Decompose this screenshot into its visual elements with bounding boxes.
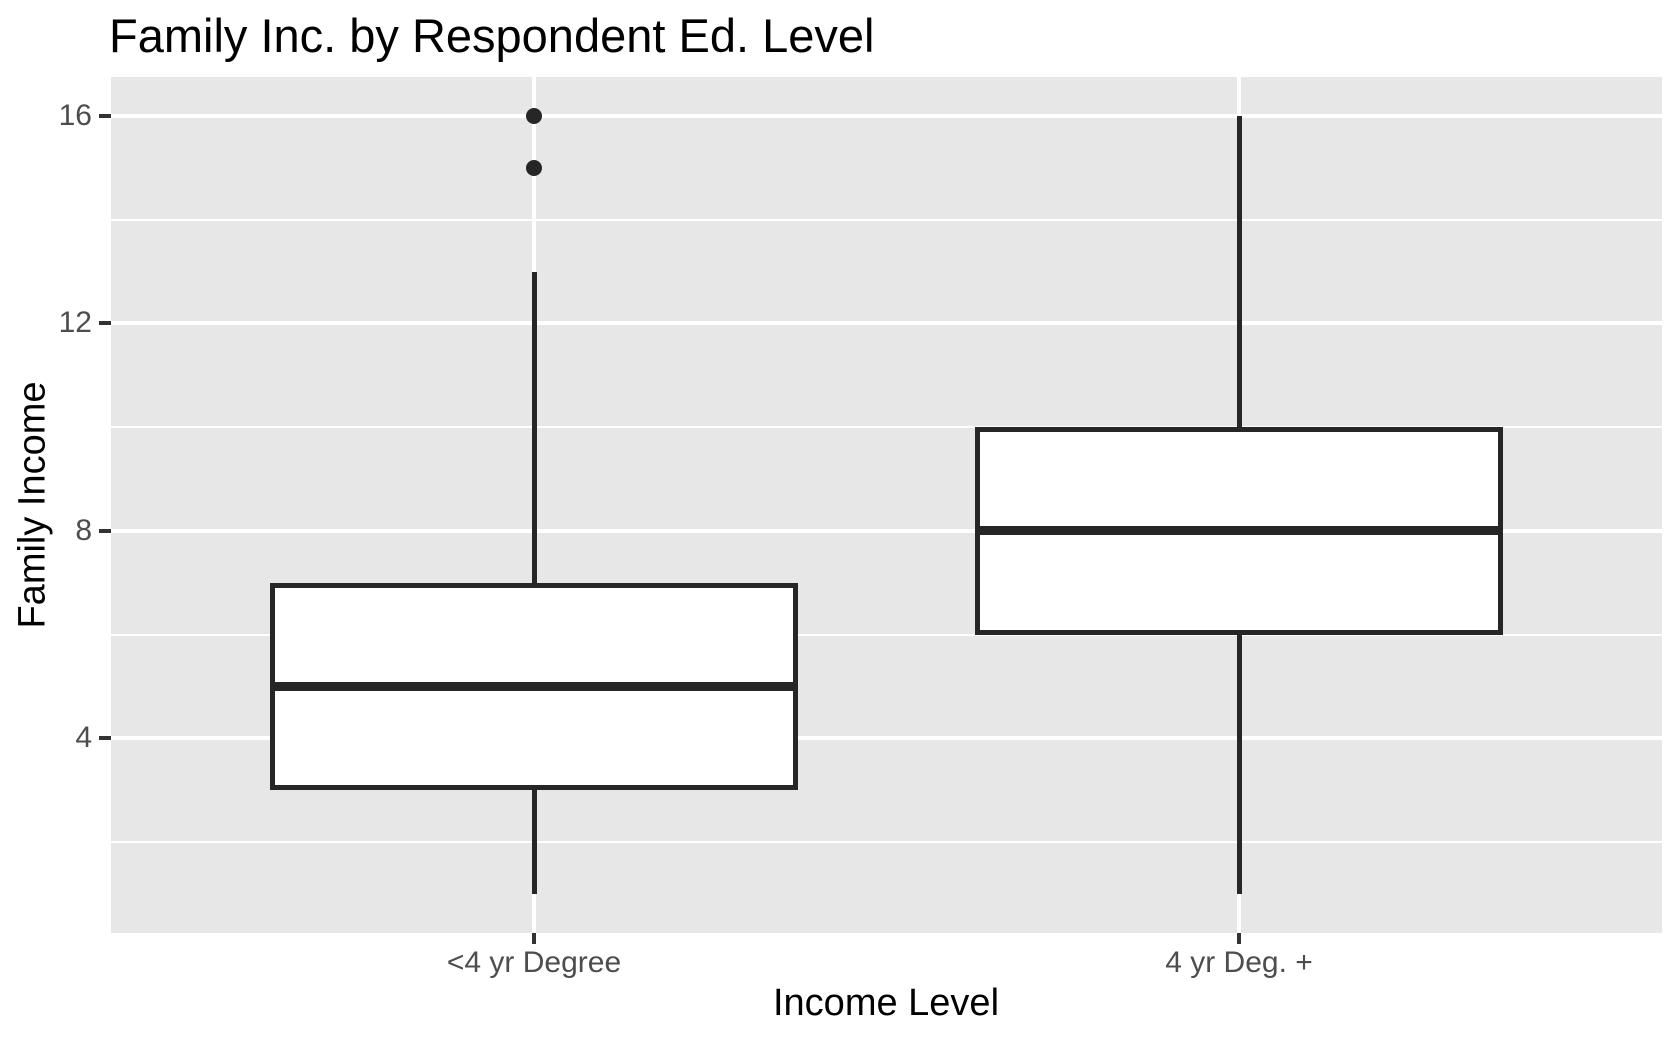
outlier-point <box>526 107 542 124</box>
whisker-upper <box>1236 115 1242 428</box>
y-axis-title: Family Income <box>11 381 54 629</box>
y-tick-mark <box>99 321 111 326</box>
x-tick-mark <box>1237 933 1241 944</box>
x-tick-mark <box>532 933 536 944</box>
y-tick-label: 12 <box>58 306 92 340</box>
gridline-major <box>111 321 1662 326</box>
y-tick-label: 4 <box>75 721 92 755</box>
y-tick-mark <box>99 528 111 533</box>
gridline-minor <box>111 218 1662 221</box>
y-tick-label: 16 <box>58 98 92 132</box>
whisker-lower <box>531 790 537 895</box>
chart-title: Family Inc. by Respondent Ed. Level <box>109 9 875 62</box>
gridline-major <box>111 736 1662 741</box>
gridline-minor <box>111 426 1662 429</box>
median-line <box>269 682 799 692</box>
y-tick-mark <box>99 113 111 118</box>
y-tick-mark <box>99 736 111 741</box>
median-line <box>974 526 1504 536</box>
x-axis-title: Income Level <box>772 982 1000 1024</box>
x-tick-label: 4 yr Deg. + <box>1165 946 1313 979</box>
gridline-major <box>111 113 1662 118</box>
gridline-minor <box>111 841 1662 844</box>
outlier-point <box>526 159 542 176</box>
gridline-minor <box>111 633 1662 636</box>
whisker-lower <box>1236 634 1242 895</box>
plot-panel <box>111 77 1662 933</box>
y-tick-label: 8 <box>75 513 92 547</box>
gridline-major <box>111 528 1662 533</box>
x-tick-label: <4 yr Degree <box>446 946 622 979</box>
whisker-upper <box>531 271 537 583</box>
